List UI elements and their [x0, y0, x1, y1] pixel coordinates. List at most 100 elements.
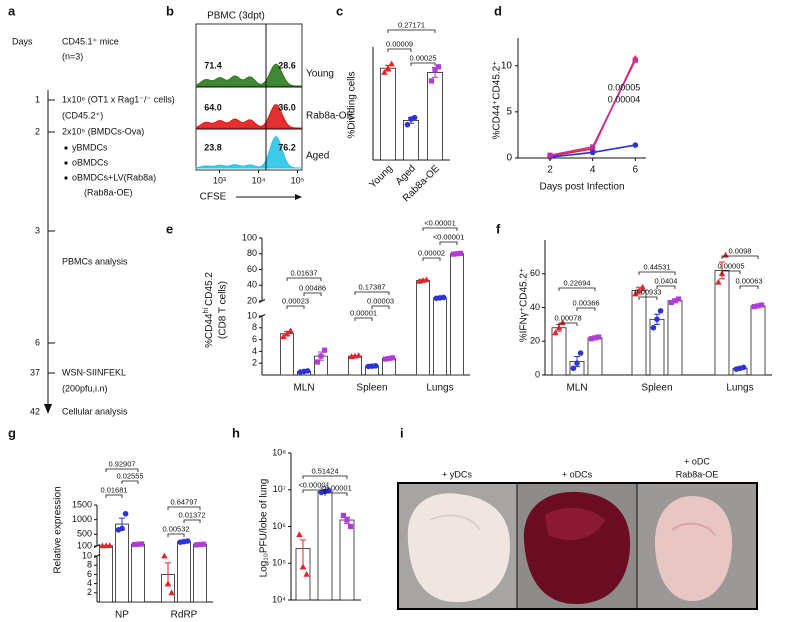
- histogram: [195, 136, 303, 169]
- x-tick-label: Spleen: [356, 383, 387, 394]
- y-tick-label: 40: [530, 302, 540, 312]
- y-tick-label: 2: [252, 358, 257, 368]
- axis-break: [93, 554, 101, 558]
- lung-young: [407, 493, 510, 603]
- image-border: [397, 482, 758, 610]
- p-value: 0.22694: [563, 278, 590, 287]
- p-value: 0.00366: [572, 298, 599, 307]
- error-bar: [672, 298, 678, 303]
- significance-bracket: [302, 489, 326, 493]
- p-value: 0.00063: [735, 276, 762, 285]
- p-value: <0.00001: [433, 232, 465, 241]
- y-tick-label: 10: [82, 550, 92, 560]
- error-bar: [386, 357, 392, 360]
- p-value: 0.01372: [178, 510, 205, 519]
- chart-title: PBMC (3dpt): [207, 11, 265, 22]
- data-point: [715, 278, 722, 285]
- data-point: [381, 69, 388, 75]
- day-label: 6: [35, 337, 40, 347]
- significance-bracket: [387, 48, 412, 52]
- error-bar: [592, 336, 598, 340]
- y-tick-label: 100: [242, 232, 257, 242]
- data-label: 76.2: [278, 142, 296, 152]
- data-point: [193, 542, 199, 548]
- data-point: [122, 510, 129, 517]
- error-bar: [574, 355, 580, 368]
- y-tick-label: 4: [87, 578, 92, 588]
- lung-images: + yDCs + oDCs + oDC Rab8a-OE: [397, 456, 758, 610]
- p-value: 0.00933: [634, 287, 661, 296]
- data-point: [340, 512, 346, 519]
- data-point: [676, 296, 682, 302]
- p-value: 0.27171: [398, 20, 425, 29]
- data-point: [428, 78, 434, 84]
- error-bar: [719, 261, 725, 280]
- significance-bracket: [387, 29, 436, 33]
- y-axis-label: Log₁₀PFU/lobe of lung: [259, 479, 270, 578]
- error-bar: [432, 66, 438, 78]
- bar: [750, 305, 766, 376]
- x-tick-label: 10³: [213, 175, 226, 185]
- data-point: [650, 324, 657, 331]
- error-bar: [437, 296, 443, 299]
- p-value: 0.92907: [108, 459, 135, 468]
- data-point: [348, 523, 354, 530]
- data-label: 71.4: [204, 60, 222, 70]
- p-value: 0.00005: [717, 261, 744, 270]
- significance-bracket: [439, 241, 458, 245]
- x-tick-label: 10⁵: [291, 175, 305, 185]
- data-point: [280, 333, 287, 340]
- error-bar: [755, 304, 761, 308]
- annotation: 0.00005: [608, 82, 641, 92]
- y-tick-label: 60: [247, 264, 257, 274]
- bar: [339, 519, 355, 601]
- significance-bracket: [422, 227, 458, 231]
- timeline-event: oBMDCs: [72, 157, 109, 167]
- lung-texture: [429, 514, 481, 531]
- data-point: [668, 299, 674, 306]
- significance-bracket: [721, 270, 741, 274]
- data-point: [751, 304, 757, 310]
- timeline-event: 2x10⁵ (BMDCs-Ova): [62, 126, 144, 136]
- data-point: [287, 327, 294, 334]
- error-bar: [119, 517, 125, 531]
- data-label: 23.8: [204, 142, 222, 152]
- y-tick-label: 40: [247, 280, 257, 290]
- axis-break: [258, 314, 266, 318]
- p-value: <0.00001: [298, 480, 330, 489]
- data-point: [314, 359, 320, 365]
- error-bar: [737, 366, 743, 370]
- data-label: 36.0: [278, 102, 296, 112]
- significance-bracket: [721, 255, 759, 259]
- error-bar: [181, 540, 187, 543]
- data-point: [201, 541, 207, 547]
- data-point: [596, 334, 602, 340]
- timeline-event: (n=3): [62, 51, 83, 61]
- x-tick-label: NP: [115, 610, 129, 621]
- panel-label: b: [166, 3, 174, 18]
- error-bar: [408, 117, 414, 124]
- data-point: [372, 363, 379, 369]
- p-value: 0.00023: [282, 296, 309, 305]
- p-value: 0.00532: [162, 524, 189, 533]
- error-bar: [301, 370, 307, 373]
- data-point: [657, 308, 664, 314]
- x-tick-label: 4: [590, 165, 596, 176]
- significance-bracket: [558, 322, 578, 326]
- annotation: 0.00004: [608, 94, 641, 104]
- p-value: 0.0098: [729, 246, 752, 255]
- data-line: [549, 57, 637, 157]
- panel-label: a: [8, 3, 16, 18]
- data-point: [632, 57, 638, 63]
- y-axis-label: (CD8 T cells): [218, 281, 229, 339]
- data-point: [589, 149, 596, 156]
- data-point: [458, 250, 464, 256]
- significance-bracket: [656, 285, 676, 289]
- y-tick-label: 1000: [72, 514, 92, 524]
- significance-bracket: [183, 519, 201, 523]
- bar: [131, 543, 145, 603]
- image-label: + oDC: [684, 456, 710, 466]
- significance-bracket: [576, 307, 596, 311]
- x-axis-arrowhead: [295, 194, 302, 200]
